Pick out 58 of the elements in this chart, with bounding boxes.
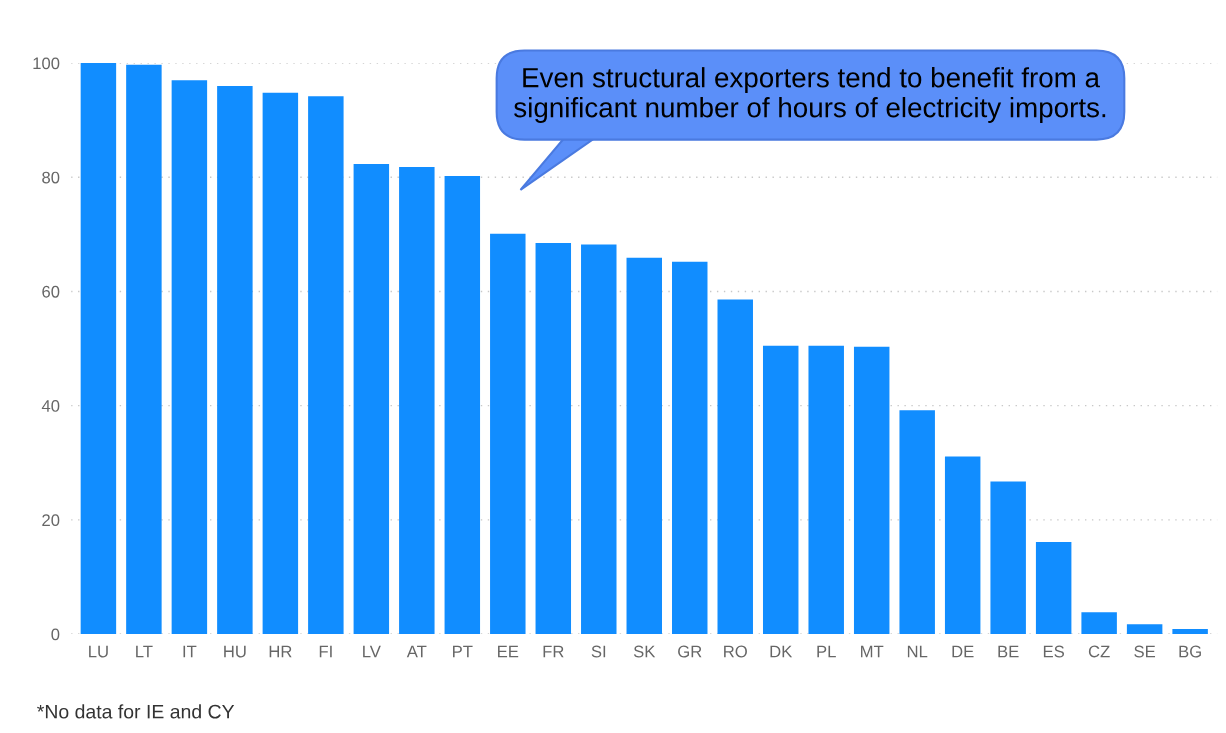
x-tick-label: SE	[1134, 645, 1156, 658]
x-tick-label: DE	[952, 645, 974, 658]
y-tick-label: 60	[42, 285, 60, 298]
bar	[444, 176, 481, 635]
bar	[80, 63, 117, 635]
bar	[399, 166, 435, 635]
bar	[944, 456, 981, 635]
bar	[217, 85, 253, 635]
bar	[899, 410, 935, 635]
x-tick-label: HR	[269, 645, 292, 658]
bar	[762, 345, 799, 635]
bar	[717, 299, 753, 635]
bar	[1081, 612, 1117, 635]
x-tick-label: PL	[817, 645, 836, 658]
x-tick-label: LT	[136, 645, 153, 658]
bar	[353, 164, 390, 635]
annotation: Even structural exporters tend to benefit from a significant number of hours of electricity imports.	[514, 67, 1106, 123]
y-tick-label: 100	[33, 57, 60, 70]
x-tick-label: GR	[678, 645, 702, 658]
bar	[1126, 624, 1163, 635]
x-tick-label: LU	[89, 645, 108, 658]
bar	[1035, 542, 1072, 635]
bar	[853, 346, 890, 635]
bar	[535, 242, 572, 635]
bar	[171, 80, 208, 635]
x-tick-label: SK	[633, 645, 656, 658]
x-tick-label: EE	[498, 645, 519, 658]
x-tick-label: PT	[453, 645, 473, 658]
x-tick-label: ES	[1043, 645, 1065, 658]
bar	[308, 96, 344, 635]
x-tick-label: FI	[319, 645, 332, 658]
bar	[1172, 628, 1208, 635]
x-tick-label: AT	[406, 645, 427, 658]
x-tick-label: CZ	[1088, 645, 1110, 658]
x-tick-label: LV	[363, 645, 381, 658]
bar	[808, 345, 844, 635]
x-tick-label: DK	[770, 645, 793, 658]
y-tick-label: 80	[42, 171, 60, 184]
x-tick-label: HU	[224, 645, 246, 658]
x-tick-label: RO	[724, 645, 747, 658]
x-tick-label: FR	[543, 645, 564, 658]
x-tick-label: IT	[183, 645, 197, 658]
bar	[490, 233, 526, 635]
bar	[672, 261, 708, 635]
bar	[126, 64, 162, 635]
y-tick-label: 0	[51, 628, 60, 641]
bar	[581, 244, 617, 635]
bar	[262, 92, 299, 635]
bar	[990, 481, 1026, 635]
y-tick-label: 20	[42, 514, 60, 527]
x-tick-label: MT	[861, 645, 884, 658]
y-tick-label: 40	[41, 400, 60, 412]
x-tick-label: NL	[907, 645, 928, 658]
text: *No data for IE and CY	[37, 704, 235, 719]
bar	[626, 257, 662, 635]
x-tick-label: BE	[998, 645, 1019, 658]
x-tick-label: SI	[591, 645, 606, 658]
x-tick-label: BG	[1179, 645, 1201, 658]
